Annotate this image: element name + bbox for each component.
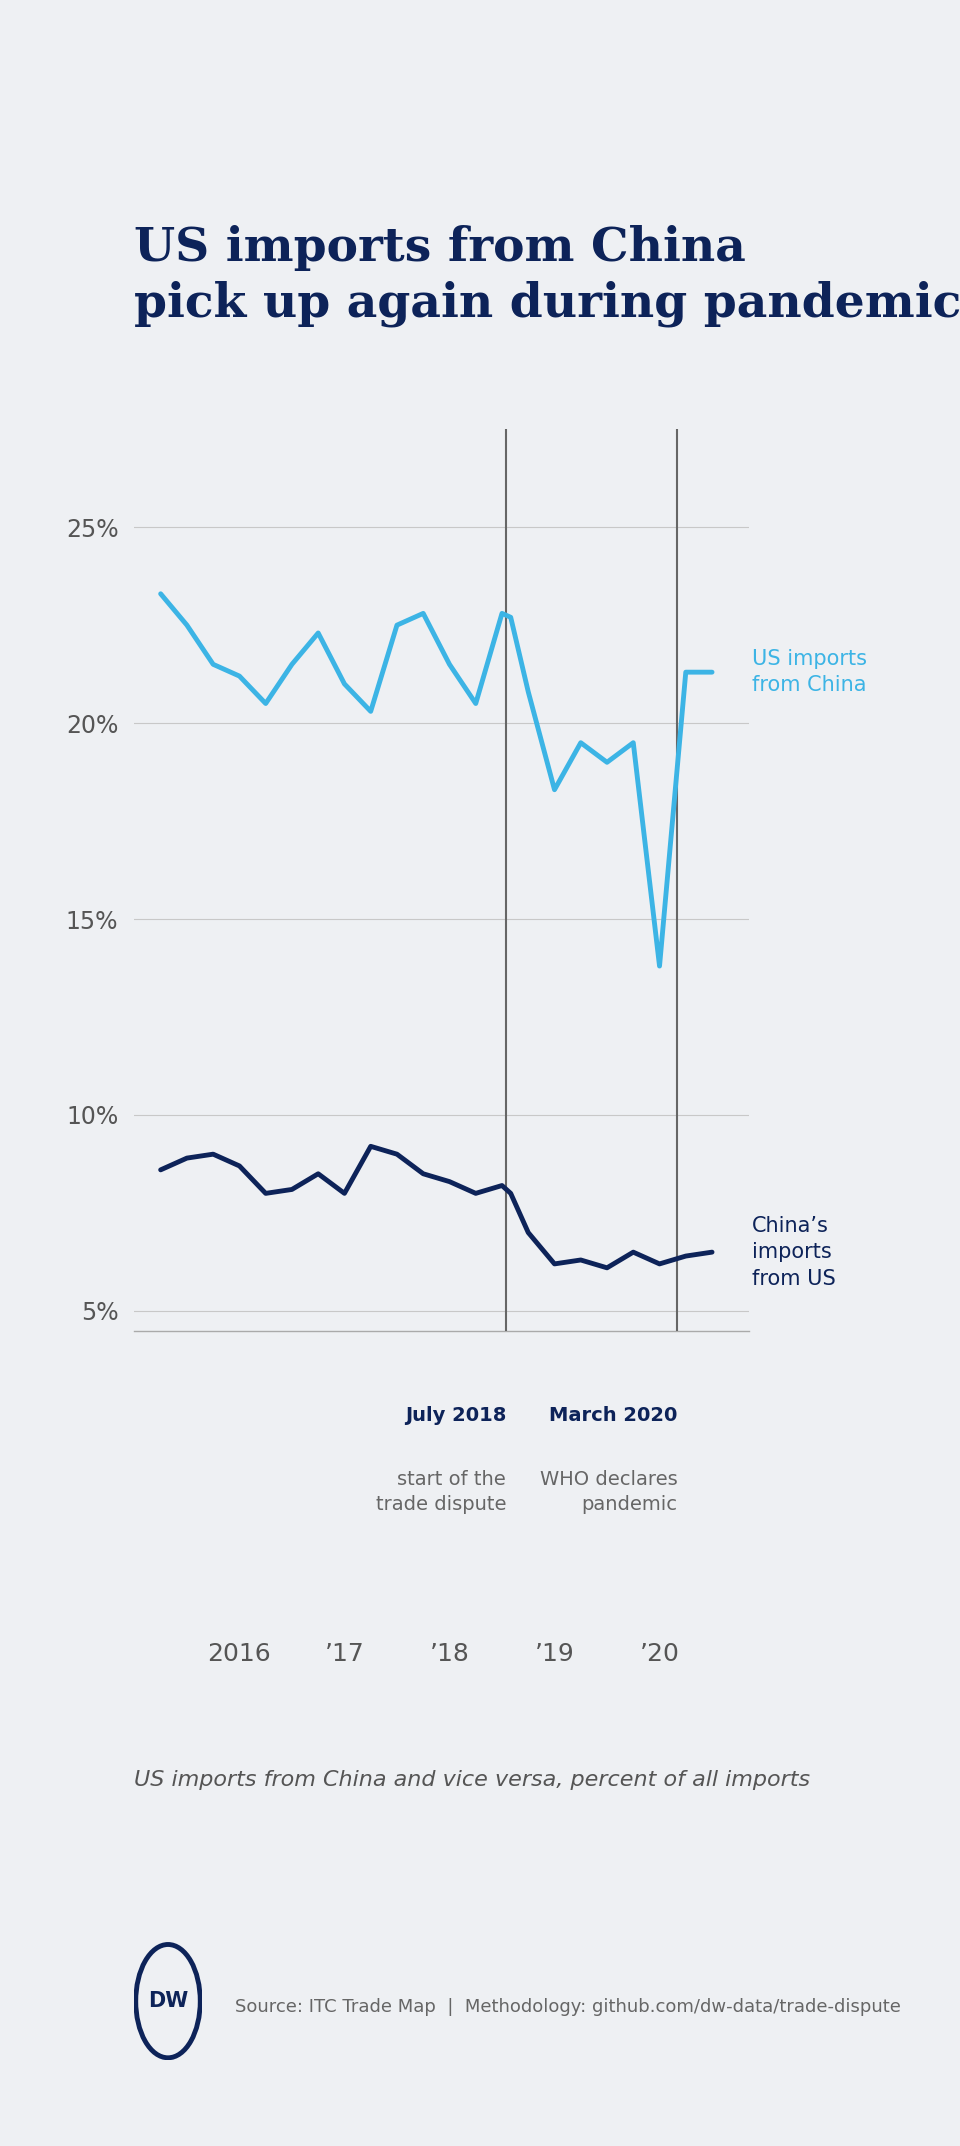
Text: US imports from China and vice versa, percent of all imports: US imports from China and vice versa, pe… [134, 1770, 810, 1790]
Text: ’17: ’17 [324, 1642, 365, 1665]
Text: US imports
from China: US imports from China [752, 648, 867, 695]
Text: ’18: ’18 [429, 1642, 469, 1665]
Text: China’s
imports
from US: China’s imports from US [752, 1217, 836, 1288]
Text: start of the
trade dispute: start of the trade dispute [375, 1470, 506, 1515]
Text: July 2018: July 2018 [405, 1406, 506, 1425]
Text: ’19: ’19 [535, 1642, 574, 1665]
Text: ’20: ’20 [639, 1642, 680, 1665]
Text: US imports from China
pick up again during pandemic: US imports from China pick up again duri… [134, 225, 960, 326]
Text: 2016: 2016 [207, 1642, 272, 1665]
Text: Source: ITC Trade Map  |  Methodology: github.com/dw-data/trade-dispute: Source: ITC Trade Map | Methodology: git… [235, 1998, 901, 2015]
Text: WHO declares
pandemic: WHO declares pandemic [540, 1470, 678, 1515]
Text: March 2020: March 2020 [549, 1406, 678, 1425]
Text: DW: DW [148, 1991, 188, 2011]
